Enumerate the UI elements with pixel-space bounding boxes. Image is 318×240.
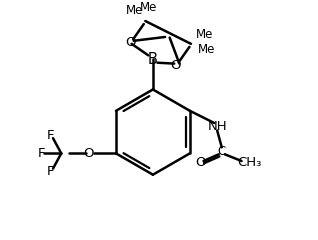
Text: Me: Me <box>196 28 213 41</box>
Text: O: O <box>125 36 135 49</box>
Text: C: C <box>218 145 226 158</box>
Text: B: B <box>148 52 158 66</box>
Text: Me: Me <box>140 1 157 14</box>
Text: F: F <box>38 147 45 160</box>
Text: Me: Me <box>126 4 143 17</box>
Text: O: O <box>83 147 94 160</box>
Text: CH₃: CH₃ <box>237 156 261 169</box>
Text: F: F <box>47 129 54 142</box>
Text: O: O <box>195 156 206 169</box>
Text: O: O <box>170 59 181 72</box>
Text: NH: NH <box>207 120 227 132</box>
Text: F: F <box>47 165 54 178</box>
Text: Me: Me <box>197 43 215 56</box>
